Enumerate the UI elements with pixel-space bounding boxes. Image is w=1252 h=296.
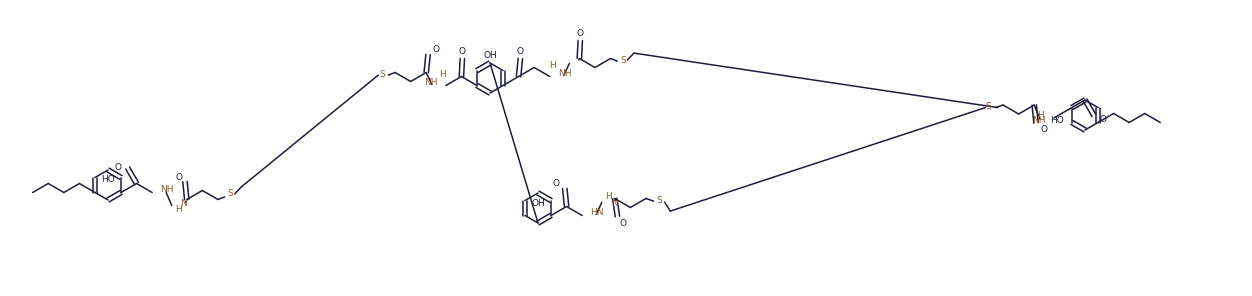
Text: HO: HO [101,176,115,184]
Text: H: H [439,70,446,79]
Text: S: S [621,56,626,65]
Text: NH: NH [160,185,174,194]
Text: OH: OH [483,51,497,59]
Text: S: S [657,196,662,205]
Text: NH: NH [1033,115,1045,125]
Text: O: O [458,47,466,56]
Text: O: O [577,29,583,38]
Text: S: S [985,102,992,111]
Text: S: S [379,70,386,79]
Text: H: H [175,205,182,214]
Text: H: H [550,61,556,70]
Text: O: O [517,47,523,56]
Text: HN: HN [590,208,603,217]
Text: HO: HO [1050,116,1064,125]
Text: O: O [1101,115,1107,124]
Text: H: H [605,192,611,201]
Text: O: O [620,219,626,228]
Text: NH: NH [424,78,438,87]
Text: OH: OH [531,199,545,207]
Text: S: S [228,189,234,198]
Text: O: O [177,173,183,182]
Text: NH: NH [557,69,571,78]
Text: N: N [180,199,187,208]
Text: H: H [1037,110,1044,120]
Text: O: O [115,163,121,172]
Text: O: O [432,45,439,54]
Text: O: O [1040,125,1047,133]
Text: O: O [553,179,560,188]
Text: N: N [611,199,617,208]
